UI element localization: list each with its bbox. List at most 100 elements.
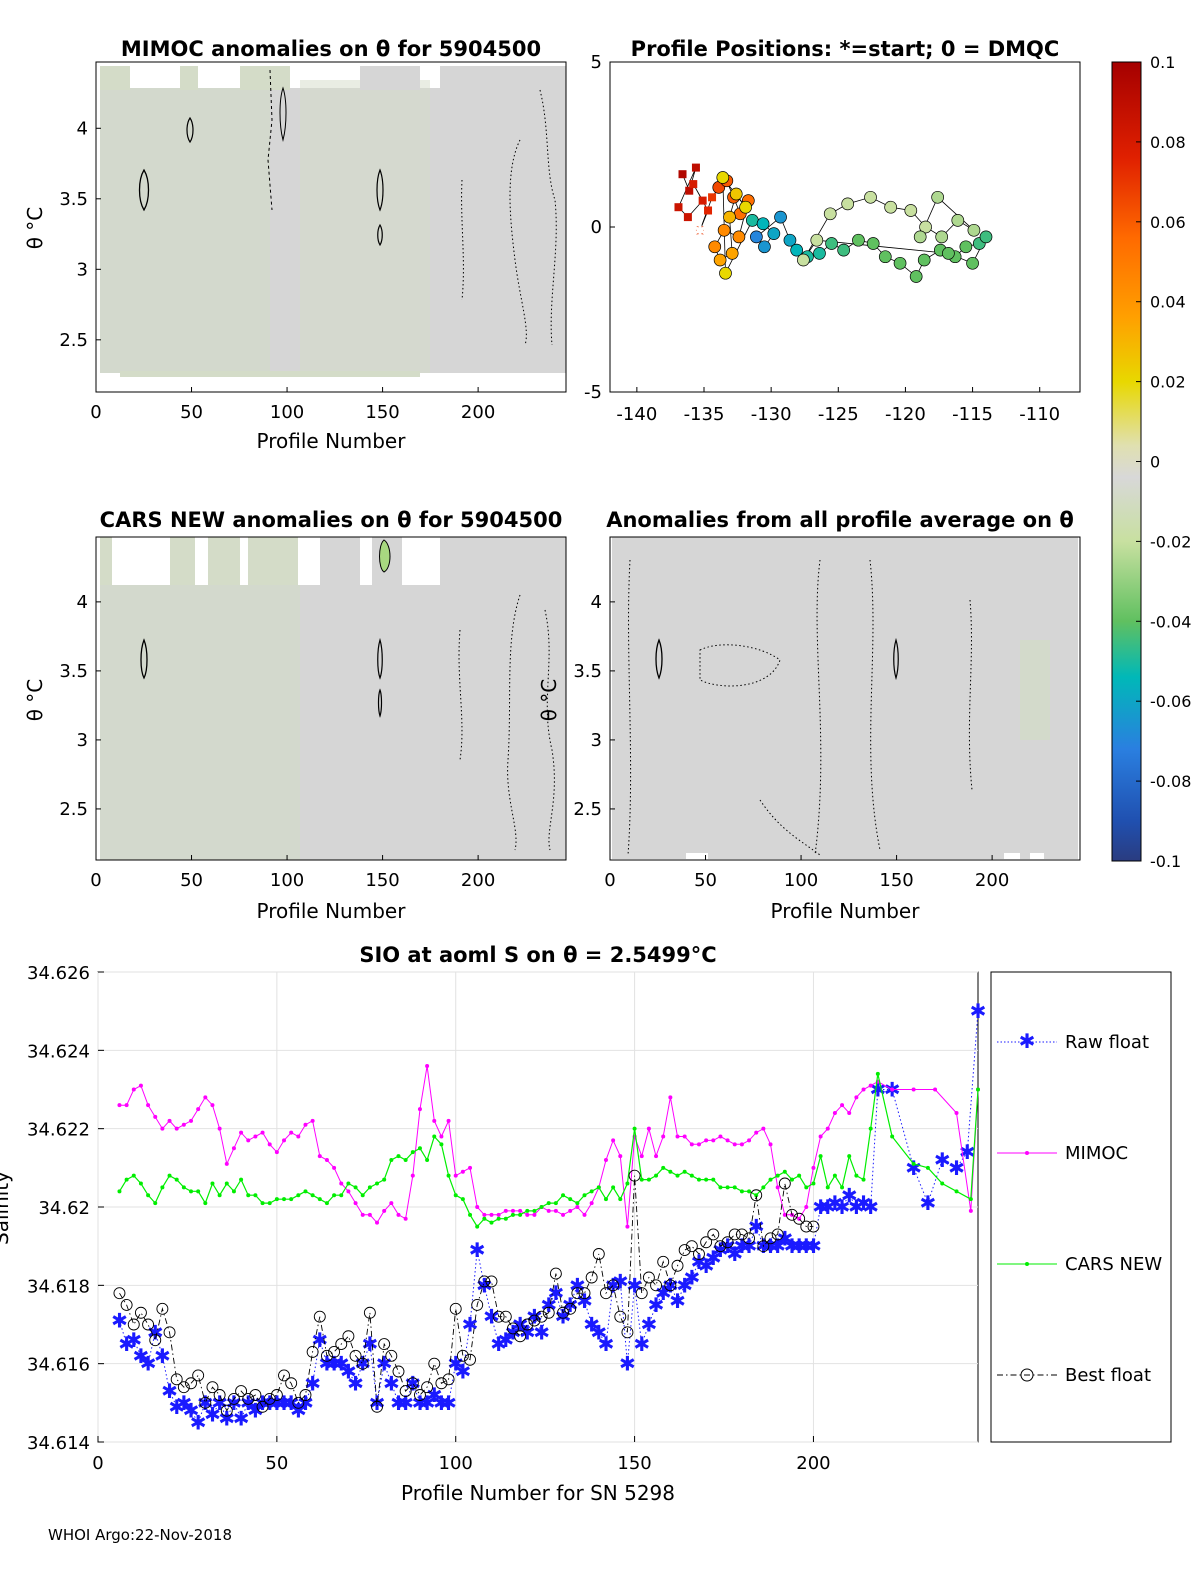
raw-float-point: ✱: [970, 999, 987, 1023]
cars-point: [146, 1193, 151, 1198]
mimoc-point: [489, 1212, 494, 1217]
best-float-point: [220, 1404, 233, 1417]
sio-y-ticks: 34.614 34.616 34.618 34.62 34.622 34.624 34.62…: [27, 963, 104, 1454]
raw-float-point: ✱: [111, 1309, 128, 1333]
profile-position-point: [909, 270, 923, 283]
mimoc-point: [532, 1212, 537, 1217]
colorbar-tick-label: 0.08: [1150, 133, 1186, 152]
x-tick-label: 50: [180, 402, 203, 423]
best-float-point: [478, 1275, 491, 1288]
raw-float-point: ✱: [819, 1195, 836, 1219]
sio-legend: ✱ Raw float MIMOC CARS NEW Best float: [990, 971, 1172, 1443]
mimoc-point: [696, 1142, 701, 1147]
raw-float-point: ✱: [769, 1234, 786, 1258]
mimoc-point: [189, 1118, 194, 1123]
mimoc-point: [575, 1205, 580, 1209]
profile-position-point: [758, 240, 771, 254]
cars-point: [618, 1197, 623, 1202]
raw-float-point: ✱: [283, 1391, 300, 1415]
cars-point: [704, 1177, 709, 1182]
raw-float-point: ✱: [412, 1391, 429, 1415]
profile-position-point: [866, 237, 880, 250]
cars-point: [925, 1165, 930, 1170]
profile-position-square: [698, 196, 707, 205]
profile-position-point: [966, 256, 979, 270]
raw-float-point: ✱: [576, 1289, 593, 1313]
sio-title: SIO at aoml S on θ = 2.5499°C: [359, 943, 716, 967]
cars-point: [589, 1189, 594, 1194]
mimoc-point: [675, 1134, 680, 1139]
allavg-axes: [609, 536, 1081, 861]
colorbar-tick-label: 0: [1150, 453, 1160, 472]
best-float-point: [549, 1267, 562, 1280]
mimoc-point: [661, 1134, 666, 1139]
raw-float-point: ✱: [125, 1328, 142, 1352]
cars-point: [711, 1177, 716, 1182]
allavg-ylabel: θ °C: [537, 679, 561, 722]
mimoc-point: [253, 1134, 258, 1139]
best-float-point: [607, 1279, 620, 1292]
cars-point: [768, 1177, 773, 1182]
profile-position-square: [685, 186, 694, 195]
best-float-point: [642, 1271, 655, 1284]
cars-point: [625, 1181, 630, 1186]
raw-float-point: ✱: [920, 1191, 937, 1215]
raw-float-point: ✱: [827, 1191, 844, 1215]
best-float-point: [278, 1369, 290, 1382]
best-float-point: [134, 1306, 147, 1319]
best-float-point: [227, 1392, 240, 1405]
cars-point: [267, 1201, 272, 1206]
cars-point: [189, 1189, 194, 1194]
best-float-point: [728, 1228, 741, 1241]
mimoc-point: [210, 1103, 215, 1108]
x-tick-label: 100: [270, 402, 304, 423]
legend-best-marker: [1020, 1368, 1034, 1382]
mimoc-point: [668, 1095, 673, 1100]
raw-float-point: ✱: [612, 1269, 629, 1293]
raw-float-point: ✱: [433, 1391, 450, 1415]
best-float-point: [521, 1318, 534, 1331]
cars-point: [646, 1177, 651, 1182]
mimoc-point: [432, 1118, 437, 1123]
profile-position-point: [904, 204, 918, 217]
profile-position-square: [708, 193, 717, 202]
cars-point: [747, 1189, 752, 1194]
cars-point: [131, 1173, 136, 1178]
series-raw-float: ✱✱✱✱✱✱✱✱✱✱✱✱✱✱✱✱✱✱✱✱✱✱✱✱✱✱✱✱✱✱✱✱✱✱✱✱✱✱✱✱…: [111, 999, 986, 1434]
cars-point: [260, 1201, 265, 1206]
mimoc-point: [196, 1107, 201, 1112]
raw-float-point: ✱: [361, 1332, 378, 1356]
legend-cars: CARS NEW: [997, 1254, 1162, 1275]
mimoc-point: [518, 1208, 523, 1213]
best-float-point: [471, 1298, 484, 1311]
cars-point: [968, 1197, 973, 1202]
best-float-point: [650, 1279, 662, 1292]
raw-float-point: ✱: [734, 1234, 751, 1258]
raw-float-point: ✱: [562, 1293, 579, 1317]
profile-position-point: [917, 253, 931, 267]
raw-float-point: ✱: [691, 1250, 708, 1274]
cars-point: [754, 1193, 759, 1198]
raw-float-point: ✱: [619, 1352, 636, 1376]
profile-position-point: [931, 190, 945, 204]
mimoc-point: [360, 1212, 365, 1217]
cars-title: CARS NEW anomalies on θ for 5904500: [100, 508, 563, 532]
mimoc-point: [453, 1173, 458, 1178]
series-cars-new: [117, 1071, 980, 1229]
mimoc-axes: [95, 61, 567, 393]
cars-point: [847, 1154, 852, 1159]
best-float-point: [120, 1298, 133, 1311]
raw-float-point: ✱: [633, 1332, 650, 1356]
mimoc-point: [317, 1154, 322, 1159]
cars-point: [482, 1216, 487, 1221]
raw-float-point: ✱: [319, 1352, 336, 1376]
mimoc-point: [911, 1087, 916, 1092]
raw-float-point: ✱: [626, 1273, 643, 1297]
raw-float-point: ✱: [197, 1391, 214, 1415]
mimoc-point: [267, 1142, 272, 1147]
best-float-point: [592, 1248, 605, 1260]
best-float-point: [750, 1189, 763, 1202]
best-float-point: [514, 1330, 527, 1343]
cars-point: [117, 1189, 122, 1194]
best-float-point: [485, 1275, 498, 1288]
